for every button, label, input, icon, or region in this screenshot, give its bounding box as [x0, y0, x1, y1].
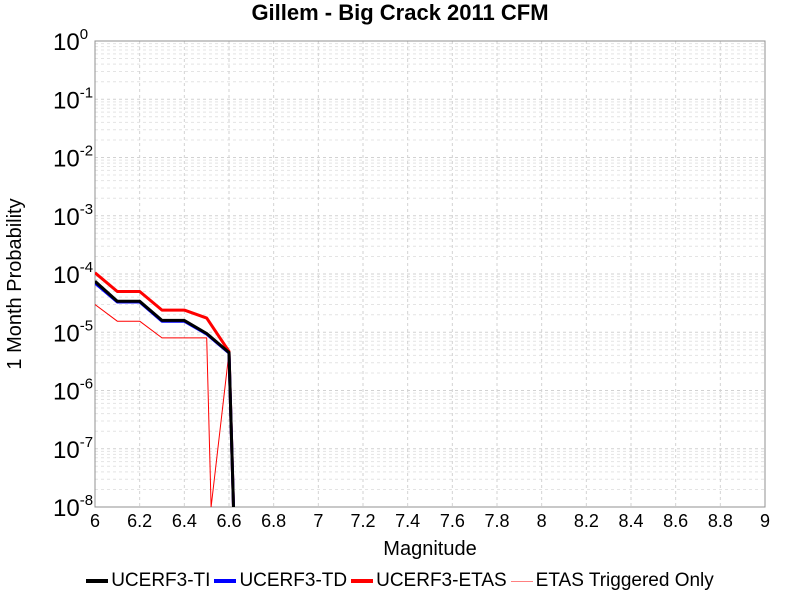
legend-item: UCERF3-TI [86, 570, 210, 592]
legend-label: UCERF3-TI [111, 570, 211, 591]
legend-swatch [86, 579, 109, 583]
x-tick-label: 8.8 [708, 511, 733, 531]
x-tick-label: 8.4 [618, 511, 643, 531]
x-axis-label: Magnitude [383, 538, 476, 560]
series-line-ucerf3-etas [95, 271, 235, 507]
x-tick-label: 7.6 [440, 511, 465, 531]
y-tick-label: 10-5 [53, 317, 93, 347]
y-tick-label: 10-8 [53, 492, 93, 522]
x-tick-label: 8.2 [574, 511, 599, 531]
y-tick-label: 10-4 [53, 259, 93, 289]
legend: UCERF3-TI UCERF3-TD UCERF3-ETAS ETAS Trigge… [0, 569, 800, 593]
major-grid [94, 40, 766, 508]
x-tick-label: 8 [537, 511, 547, 531]
x-tick-label: 7.2 [350, 511, 375, 531]
x-tick-label: 7.4 [395, 511, 420, 531]
legend-swatch [351, 579, 374, 583]
series-line-etas-triggered-only [95, 304, 234, 507]
x-tick-label: 6.6 [216, 511, 241, 531]
chart-title: Gillem - Big Crack 2011 CFM [251, 0, 549, 25]
y-tick-label: 10-2 [53, 143, 93, 173]
y-tick-label: 10-7 [53, 434, 93, 464]
legend-item: ETAS Triggered Only [510, 570, 714, 592]
x-tick-label: 8.6 [663, 511, 688, 531]
series-line-ucerf3-ti [95, 280, 235, 507]
x-tick-label: 7.8 [484, 511, 509, 531]
y-axis-label: 1 Month Probability [4, 198, 26, 369]
x-tick-label: 6.8 [261, 511, 286, 531]
x-tick-label: 9 [760, 511, 770, 531]
x-tick-label: 6.4 [172, 511, 197, 531]
plot-frame [94, 40, 766, 508]
legend-swatch [214, 579, 237, 583]
x-tick-label: 6 [90, 511, 100, 531]
y-tick-label: 10-3 [53, 201, 93, 231]
x-tick-label: 6.2 [127, 511, 152, 531]
legend-item: UCERF3-ETAS [351, 570, 507, 592]
x-tick-label: 7 [313, 511, 323, 531]
legend-label: UCERF3-TD [239, 570, 348, 591]
y-tick-label: 10-6 [53, 376, 93, 406]
legend-label: ETAS Triggered Only [535, 570, 714, 591]
legend-swatch [510, 580, 533, 582]
y-tick-label: 100 [53, 26, 88, 56]
series-line-ucerf3-td [95, 281, 235, 507]
minor-grid [95, 43, 765, 490]
y-tick-label: 10-1 [53, 84, 93, 114]
legend-item: UCERF3-TD [214, 570, 347, 592]
legend-label: UCERF3-ETAS [376, 570, 507, 591]
